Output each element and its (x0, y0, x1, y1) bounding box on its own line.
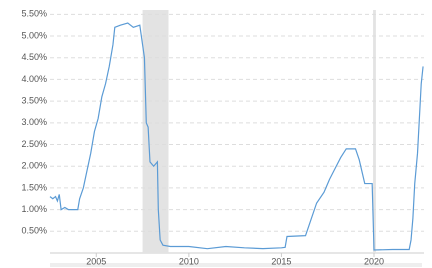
x-tick-label: 2020 (364, 256, 384, 266)
y-tick-label: 2.50% (21, 139, 47, 149)
x-tick-label: 2010 (179, 256, 199, 266)
y-tick-label: 5.00% (21, 30, 47, 40)
y-tick-label: 4.00% (21, 74, 47, 84)
y-tick-label: 3.00% (21, 117, 47, 127)
x-tick-label: 2005 (86, 256, 106, 266)
rate-line (49, 22, 424, 251)
y-tick-label: 1.00% (21, 204, 47, 214)
y-tick-label: 4.50% (21, 52, 47, 62)
y-tick-label: 1.50% (21, 182, 47, 192)
recession-band (142, 10, 169, 253)
y-tick-label: 3.50% (21, 96, 47, 106)
recession-band (373, 10, 376, 253)
y-tick-label: 2.00% (21, 161, 47, 171)
navigator (50, 263, 422, 267)
y-tick-label: 5.50% (21, 9, 47, 19)
y-tick-label: 0.50% (21, 226, 47, 236)
x-tick-label: 2015 (271, 256, 291, 266)
